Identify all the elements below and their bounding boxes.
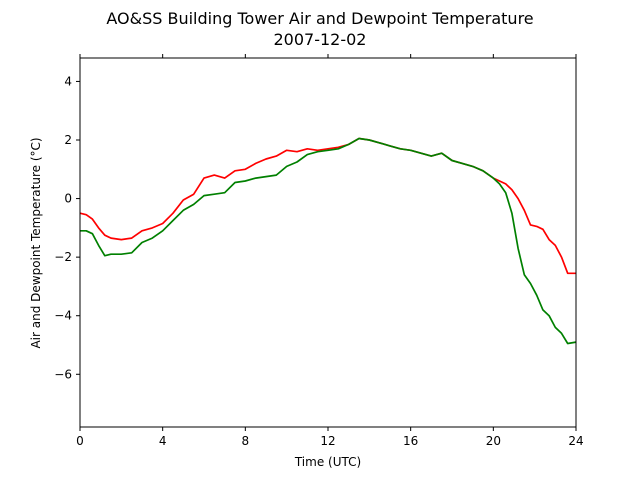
y-tick-label: −6 bbox=[54, 367, 72, 381]
y-axis: −6 −4 −2 0 2 4 bbox=[54, 74, 80, 381]
x-axis-label: Time (UTC) bbox=[294, 455, 361, 469]
x-tick-label: 24 bbox=[568, 434, 583, 448]
x-tick-label: 20 bbox=[486, 434, 501, 448]
y-tick-label: −2 bbox=[54, 250, 72, 264]
y-tick-label: 4 bbox=[64, 74, 72, 88]
series-line-0 bbox=[79, 137, 576, 275]
x-tick-label: 16 bbox=[403, 434, 418, 448]
y-axis-label: Air and Dewpoint Temperature (°C) bbox=[29, 137, 43, 348]
x-tick-label: 12 bbox=[320, 434, 335, 448]
chart-title: AO&SS Building Tower Air and Dewpoint Te… bbox=[106, 9, 533, 28]
y-tick-label: 0 bbox=[64, 192, 72, 206]
plot-lines bbox=[79, 137, 577, 345]
x-tick-label: 4 bbox=[159, 434, 167, 448]
plot-frame bbox=[79, 57, 577, 428]
series-line-1 bbox=[80, 137, 577, 345]
x-axis: 0 4 8 12 16 20 24 bbox=[76, 54, 584, 448]
y-tick-label: −4 bbox=[54, 309, 72, 323]
y-tick-label: 2 bbox=[64, 133, 72, 147]
x-tick-label: 0 bbox=[76, 434, 84, 448]
chart-subtitle: 2007-12-02 bbox=[274, 30, 367, 49]
x-tick-label: 8 bbox=[242, 434, 250, 448]
